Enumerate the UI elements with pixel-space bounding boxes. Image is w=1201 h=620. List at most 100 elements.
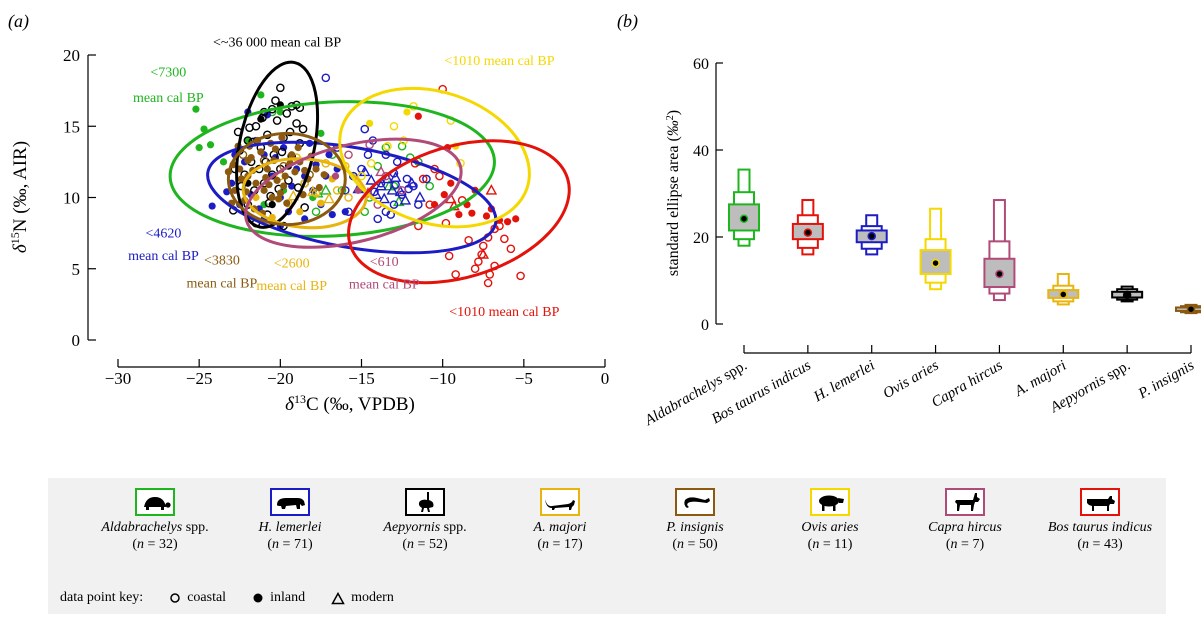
a-x-tick-label: −10 [429, 369, 456, 388]
point-coastal-bos-taurus-indicus [483, 278, 493, 288]
ellipse-bos-taurus-indicus [347, 139, 571, 285]
point-modern-h-lemerlei [406, 176, 418, 188]
point-coastal-p-insignis [238, 150, 248, 160]
point-inland-p-insignis [275, 195, 283, 203]
point-inland-p-insignis [273, 176, 281, 184]
ellipse-aldabrachelys-spp [168, 100, 496, 238]
point-inland-p-insignis [237, 175, 245, 183]
point-coastal-bos-taurus-indicus [464, 235, 473, 245]
point-inland-aepyornis-spp [257, 115, 265, 123]
box-mode-a-majori [1059, 290, 1068, 299]
point-coastal-aepyornis-spp [271, 96, 280, 105]
legend-item-bos-taurus-indicus: Bos taurus indicus (n = 43) [1025, 488, 1175, 553]
point-inland-h-lemerlei [309, 186, 317, 194]
point-coastal-bos-taurus-indicus [435, 171, 444, 181]
legend-sample-size: (n = 43) [1077, 537, 1123, 552]
key-coastal: coastal [169, 590, 226, 606]
box-mode-capra-hircus [995, 269, 1004, 279]
point-inland-p-insignis [294, 144, 302, 152]
point-modern-bos-taurus-indicus [477, 248, 490, 259]
key-inland-label: inland [270, 590, 306, 605]
box-p-insignis [1175, 303, 1201, 315]
point-coastal-aepyornis-spp [292, 119, 301, 128]
ellipse-aepyornis-spp [235, 60, 320, 229]
key-coastal-label: coastal [187, 590, 227, 605]
point-coastal-h-lemerlei [363, 150, 373, 160]
point-coastal-a-majori [332, 186, 342, 195]
legend-species-name: Ovis aries [801, 520, 859, 535]
annotation-label: mean cal BP [133, 91, 204, 106]
annotation-label: <3830 [204, 253, 240, 268]
panel-b-label: (b) [617, 11, 638, 32]
lemur-icon [675, 488, 715, 516]
point-coastal-a-majori [311, 188, 321, 198]
point-inland-p-insignis [257, 148, 265, 156]
point-inland-p-insignis [263, 165, 271, 173]
point-modern-h-lemerlei [399, 194, 412, 205]
annotation-label: mean cal BP [256, 279, 327, 294]
legend-species-name: Aldabrachelys spp. [101, 520, 209, 535]
point-inland-h-lemerlei [279, 144, 288, 152]
point-coastal-bos-taurus-indicus [444, 251, 454, 261]
panel-a-scatter: (a) δ15N (‰, AIR) δ13C (‰, VPDB) −30 −25−… [8, 11, 609, 415]
point-inland-h-lemerlei [328, 211, 336, 219]
panel-b-boxes [728, 168, 1201, 315]
point-coastal-bos-taurus-indicus [470, 264, 480, 274]
point-modern-a-majori [323, 192, 335, 204]
point-inland-p-insignis [283, 199, 291, 207]
point-coastal-aepyornis-spp [245, 123, 254, 132]
box-mode-aepyornis-spp [1122, 290, 1132, 300]
data-point-key: data point key: coastal inland modern [60, 590, 420, 606]
point-modern-h-lemerlei [365, 174, 378, 185]
point-inland-p-insignis [252, 179, 260, 187]
annotation-label: <4620 [146, 226, 182, 241]
box-capra-hircus [983, 199, 1016, 302]
box-mode-p-insignis [1186, 304, 1196, 314]
point-inland-aldabrachelys-spp [206, 141, 215, 149]
panel-b-boxplot: (b) standard ellipse area (‰2) 0 20 40 60 Al… [617, 11, 1201, 429]
box-aldabrachelys-spp [728, 168, 760, 247]
point-coastal-capra-hircus [397, 186, 407, 195]
key-title: data point key: [60, 590, 144, 605]
point-coastal-aepyornis-spp [300, 203, 309, 212]
point-inland-aldabrachelys-spp [195, 144, 203, 152]
point-inland-p-insignis [271, 145, 280, 153]
annotation-label: <~36 000 mean cal BP [213, 35, 341, 50]
tortoise-icon [135, 488, 175, 516]
legend-sample-size: (n = 52) [402, 537, 448, 552]
point-inland-h-lemerlei [325, 151, 333, 159]
box-a-majori [1047, 272, 1080, 306]
point-inland-p-insignis [265, 181, 273, 189]
point-inland-a-majori [317, 199, 325, 207]
b-x-tick-label: H. lemerlei [810, 358, 877, 406]
panel-a-axes: −30 −25 −20 −15 −10 −5 0 0 5 10 15 20 [63, 46, 609, 388]
point-inland-bos-taurus-indicus [504, 218, 512, 226]
point-inland-h-lemerlei [208, 202, 216, 210]
point-inland-p-insignis [268, 193, 276, 202]
point-inland-aldabrachelys-spp [317, 129, 325, 137]
annotation-label: mean cal BP [349, 278, 420, 293]
b-y-tick-label: 0 [701, 317, 709, 334]
a-y-tick-label: 15 [63, 117, 80, 136]
legend-item-capra-hircus: Capra hircus (n = 7) [890, 488, 1040, 553]
panel-a-ellipses [168, 60, 571, 285]
legend-species-name: P. insignis [666, 520, 724, 535]
point-inland-h-lemerlei [341, 208, 349, 216]
point-inland-aepyornis-spp [268, 201, 276, 209]
ellipse-h-lemerlei [206, 140, 498, 255]
annotation-label: <610 [370, 255, 399, 270]
point-inland-bos-taurus-indicus [512, 215, 520, 223]
point-modern-capra-hircus [375, 165, 387, 177]
legend-item-a-majori: A. majori (n = 17) [485, 488, 635, 553]
a-x-tick-label: −25 [186, 369, 213, 388]
point-inland-bos-taurus-indicus [447, 179, 455, 187]
point-coastal-h-lemerlei [414, 200, 423, 209]
annotation-label: mean cal BP [128, 249, 199, 264]
point-inland-bos-taurus-indicus [440, 191, 448, 199]
point-coastal-bos-taurus-indicus [516, 271, 525, 281]
legend-item-ovis-aries: Ovis aries (n = 11) [755, 488, 905, 553]
goat-icon [945, 488, 985, 516]
box-bos-taurus-indicus [791, 199, 824, 256]
legend-species-name: Aepyornis spp. [383, 520, 467, 535]
